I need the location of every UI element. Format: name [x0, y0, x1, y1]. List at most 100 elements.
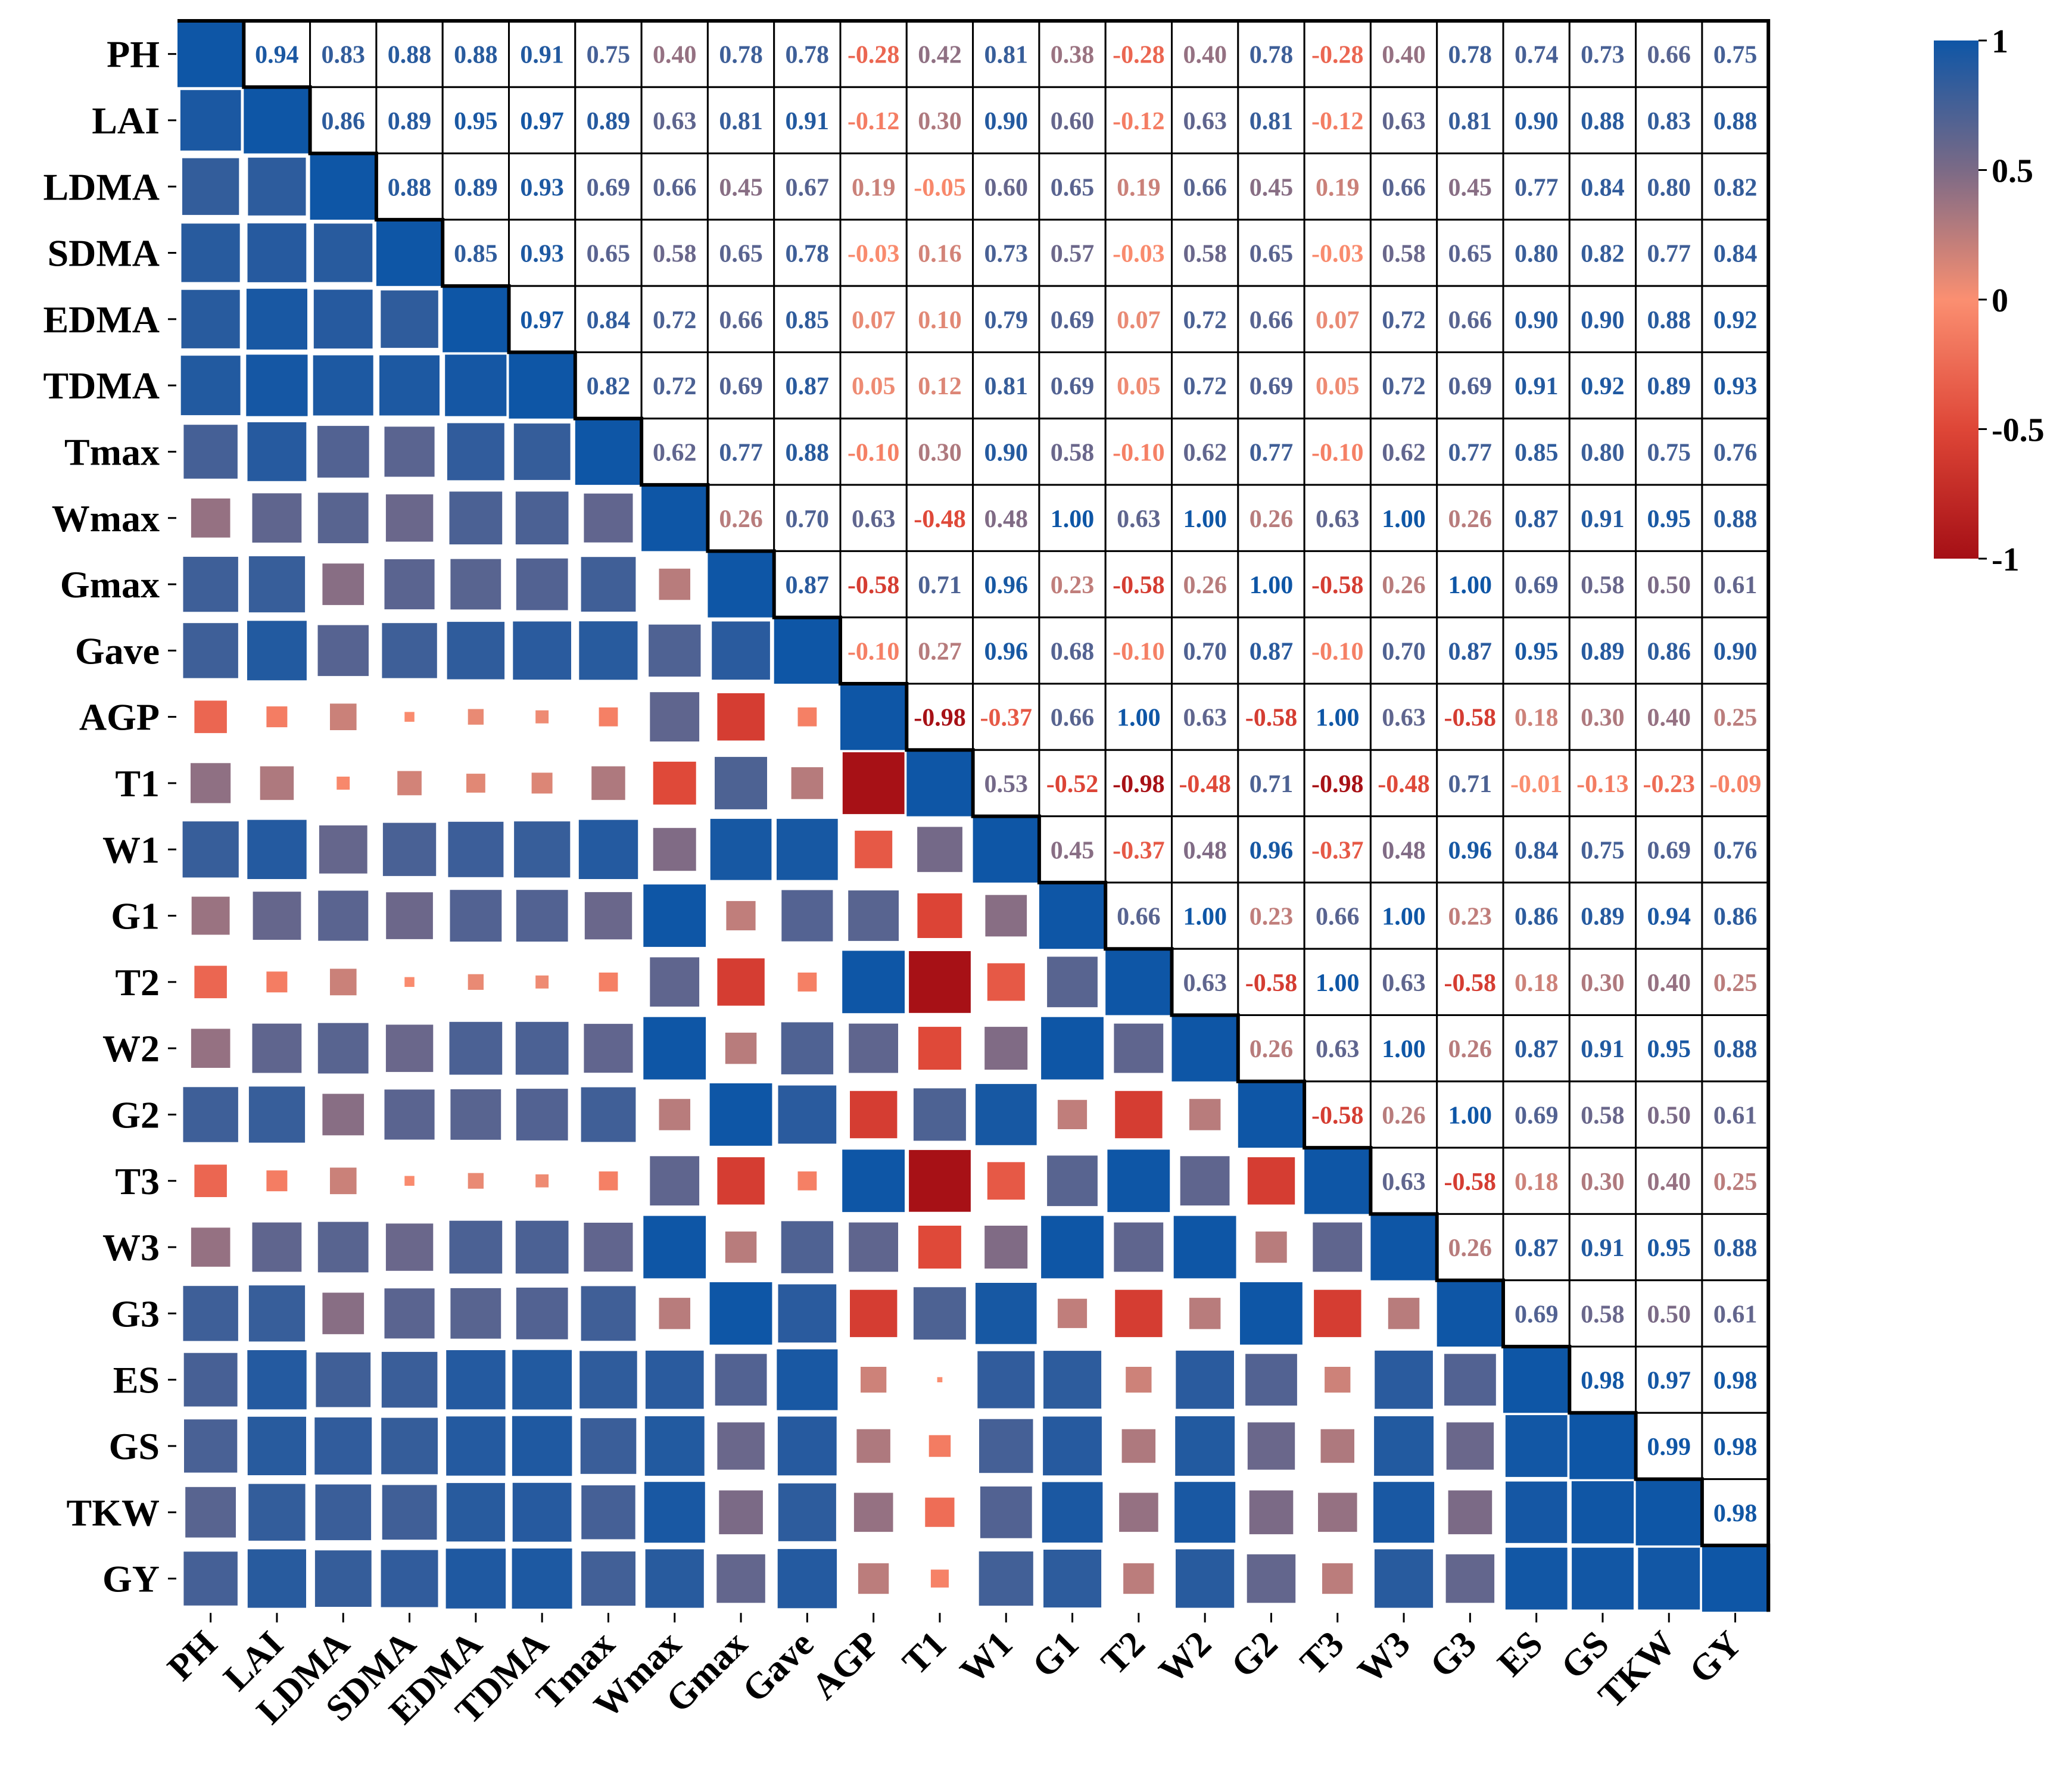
cell-square-G3-G1 — [1056, 1297, 1089, 1329]
cell-square-G2-W1 — [974, 1083, 1038, 1146]
cell-box-EDMA-TKW — [1635, 285, 1703, 354]
cell-square-AGP-Tmax — [597, 706, 619, 728]
cell-box-Wmax-AGP — [839, 484, 908, 552]
cell-value-SDMA-W1: 0.73 — [984, 241, 1029, 268]
cell-value-SDMA-Gmax: 0.65 — [719, 241, 763, 268]
cell-box-G2-T3 — [1303, 1080, 1372, 1149]
cell-value-Wmax-W2: 1.00 — [1183, 506, 1227, 533]
cell-value-T1-ES: -0.01 — [1510, 771, 1563, 798]
cell-value-G3-TKW: 0.50 — [1647, 1301, 1691, 1328]
cell-square-AGP-EDMA — [466, 708, 485, 726]
y-label-T3: T3 — [115, 1160, 160, 1202]
cell-box-W1-GS — [1568, 815, 1637, 884]
cell-box-SDMA-Wmax — [640, 219, 709, 287]
cell-value-Gave-W1: 0.96 — [984, 638, 1029, 665]
cell-box-G2-ES — [1502, 1080, 1571, 1149]
cell-square-GS-AGP — [855, 1428, 892, 1464]
cell-value-LAI-TKW: 0.83 — [1647, 108, 1691, 135]
cell-box-W1-G1 — [1038, 815, 1107, 884]
cell-value-PH-TDMA: 0.91 — [520, 42, 564, 69]
cell-value-TDMA-Gmax: 0.69 — [719, 373, 763, 400]
cell-box-EDMA-Tmax — [574, 285, 643, 354]
cell-value-EDMA-ES: 0.90 — [1515, 307, 1559, 334]
cell-value-Gmax-W2: 0.26 — [1183, 572, 1227, 599]
cell-value-LDMA-G2: 0.45 — [1250, 174, 1294, 201]
cell-box-Wmax-W1 — [972, 484, 1040, 552]
cell-value-Gmax-W1: 0.96 — [984, 572, 1029, 599]
cell-box-LDMA-TDMA — [508, 152, 577, 221]
cell-square-T2-EDMA — [466, 973, 485, 991]
cell-box-T1-GS — [1568, 749, 1637, 818]
cell-box-SDMA-G1 — [1038, 219, 1107, 287]
cell-box-T1-G3 — [1436, 749, 1504, 818]
cell-box-G2-W3 — [1369, 1080, 1438, 1149]
cell-box-PH-W3 — [1369, 20, 1438, 88]
cell-square-TDMA-LAI — [245, 353, 309, 417]
cell-value-Gmax-T3: -0.58 — [1311, 572, 1364, 599]
cell-value-Gmax-G1: 0.23 — [1051, 572, 1095, 599]
cell-box-T3-GS — [1568, 1146, 1637, 1215]
cell-value-TDMA-T3: 0.05 — [1316, 373, 1360, 400]
y-label-SDMA: SDMA — [48, 232, 160, 275]
cell-square-T1-Gmax — [713, 755, 768, 811]
cell-box-SDMA-Gave — [773, 219, 842, 287]
cell-value-EDMA-T3: 0.07 — [1316, 307, 1360, 334]
cell-box-PH-Tmax — [574, 20, 643, 88]
cell-value-LAI-Gmax: 0.81 — [719, 108, 763, 135]
cell-box-SDMA-W3 — [1369, 219, 1438, 287]
cell-square-W3-SDMA — [384, 1222, 435, 1272]
y-label-Gmax: Gmax — [60, 563, 160, 606]
cell-square-EDMA-PH — [180, 288, 241, 350]
cell-value-LDMA-T2: 0.19 — [1117, 174, 1161, 201]
cell-square-TKW-Wmax — [643, 1481, 706, 1544]
cell-box-ES-TKW — [1635, 1345, 1703, 1414]
cell-value-PH-LDMA: 0.83 — [322, 42, 366, 69]
cell-square-W1-EDMA — [447, 820, 505, 878]
cell-value-LDMA-Tmax: 0.69 — [587, 174, 631, 201]
cell-value-SDMA-T1: 0.16 — [918, 241, 962, 268]
x-label-ES: ES — [1490, 1624, 1551, 1684]
cell-square-W2-W2 — [1171, 1015, 1238, 1082]
cell-square-ES-G3 — [1443, 1353, 1497, 1407]
cell-square-T3-W2 — [1179, 1155, 1231, 1207]
cell-square-Tmax-EDMA — [445, 422, 506, 482]
cell-square-Wmax-LDMA — [316, 491, 370, 545]
cell-square-ES-EDMA — [445, 1349, 507, 1411]
cell-box-T3-ES — [1502, 1146, 1571, 1215]
cell-square-GY-LDMA — [313, 1549, 373, 1608]
cell-square-G3-W3 — [1386, 1297, 1421, 1330]
cell-square-Gave-SDMA — [381, 622, 438, 680]
cell-square-W1-W1 — [973, 816, 1039, 883]
x-label-Gave: Gave — [735, 1624, 821, 1710]
cell-value-EDMA-TKW: 0.88 — [1647, 307, 1691, 334]
y-label-W1: W1 — [102, 828, 160, 871]
cell-value-LAI-LDMA: 0.86 — [322, 108, 366, 135]
cell-box-LAI-GY — [1701, 86, 1769, 155]
cell-value-T2-G3: -0.58 — [1444, 970, 1497, 997]
cell-square-GY-GY — [1702, 1545, 1769, 1612]
cell-box-EDMA-GS — [1568, 285, 1637, 354]
cell-box-LDMA-SDMA — [375, 152, 444, 221]
cell-value-SDMA-AGP: -0.03 — [848, 241, 900, 268]
cell-square-LAI-PH — [179, 89, 242, 152]
cell-value-SDMA-Tmax: 0.65 — [587, 241, 631, 268]
cell-value-LAI-G1: 0.60 — [1051, 108, 1095, 135]
cell-square-ES-ES — [1503, 1347, 1570, 1413]
cell-value-Gmax-G3: 1.00 — [1448, 572, 1493, 599]
cell-square-GS-G2 — [1246, 1421, 1297, 1471]
cell-value-Gave-T1: 0.27 — [918, 638, 962, 665]
cell-value-PH-G2: 0.78 — [1250, 42, 1294, 69]
cell-value-SDMA-GS: 0.82 — [1581, 241, 1625, 268]
cell-square-LDMA-LAI — [247, 156, 307, 217]
cell-square-G3-EDMA — [449, 1286, 503, 1340]
cell-box-LDMA-Gmax — [706, 152, 775, 221]
cell-value-Wmax-W1: 0.48 — [984, 506, 1029, 533]
cell-value-Wmax-G2: 0.26 — [1250, 506, 1294, 533]
cell-square-TKW-GS — [1570, 1480, 1635, 1545]
cell-box-EDMA-G2 — [1237, 285, 1305, 354]
cell-value-EDMA-AGP: 0.07 — [852, 307, 896, 334]
cell-value-T1-G3: 0.71 — [1448, 771, 1493, 798]
cell-box-SDMA-W2 — [1171, 219, 1239, 287]
cell-square-G2-PH — [182, 1086, 239, 1143]
cell-box-Wmax-W3 — [1369, 484, 1438, 552]
